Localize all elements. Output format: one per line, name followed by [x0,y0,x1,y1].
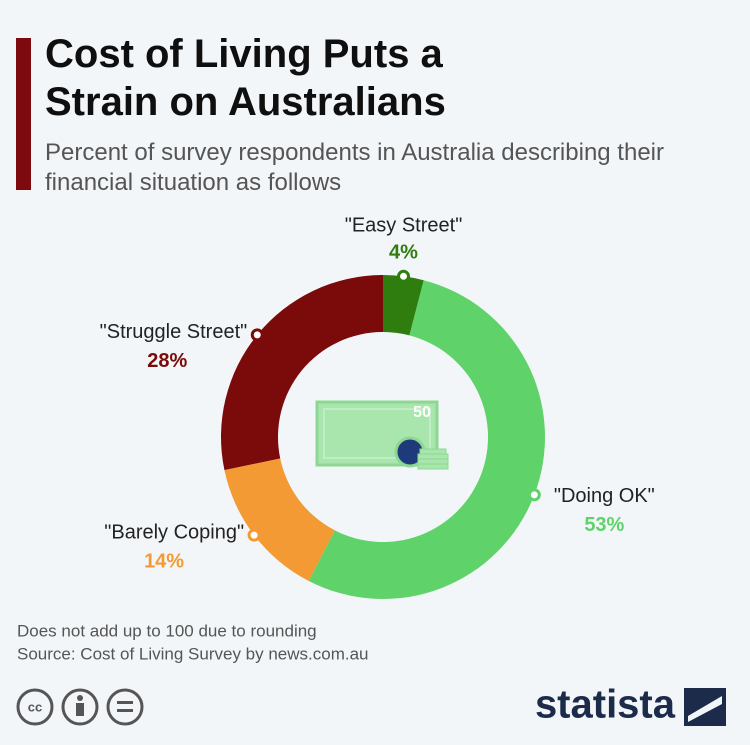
value-label: 4% [389,242,418,264]
label-dot [247,528,261,542]
source: Source: Cost of Living Survey by news.co… [17,644,369,663]
label-dot [527,488,541,502]
center-icon: 50 [315,400,449,470]
brand-icon [684,688,726,726]
category-label: "Struggle Street" [100,321,248,343]
value-label: 28% [147,350,187,372]
license-icons: cc [16,688,144,726]
donut-segment [383,275,424,336]
note: Does not add up to 100 due to rounding [17,621,317,640]
label-dot [397,269,411,283]
value-label: 53% [584,514,624,536]
title-accent [16,38,31,190]
donut-segment [220,275,383,471]
icon-text: 50 [413,404,431,421]
value-label: 14% [144,550,184,572]
category-label: "Doing OK" [554,485,655,507]
chart-subtitle: Percent of survey respondents in Austral… [45,139,664,196]
chart-title: Cost of Living Puts a Strain on Australi… [45,32,446,124]
category-label: "Barely Coping" [104,521,244,543]
donut-segment [308,280,546,599]
category-label: "Easy Street" [345,215,463,237]
brand: statista [535,683,676,727]
license-text: cc [28,699,42,714]
donut-segment [224,458,335,581]
label-dot [250,328,264,342]
